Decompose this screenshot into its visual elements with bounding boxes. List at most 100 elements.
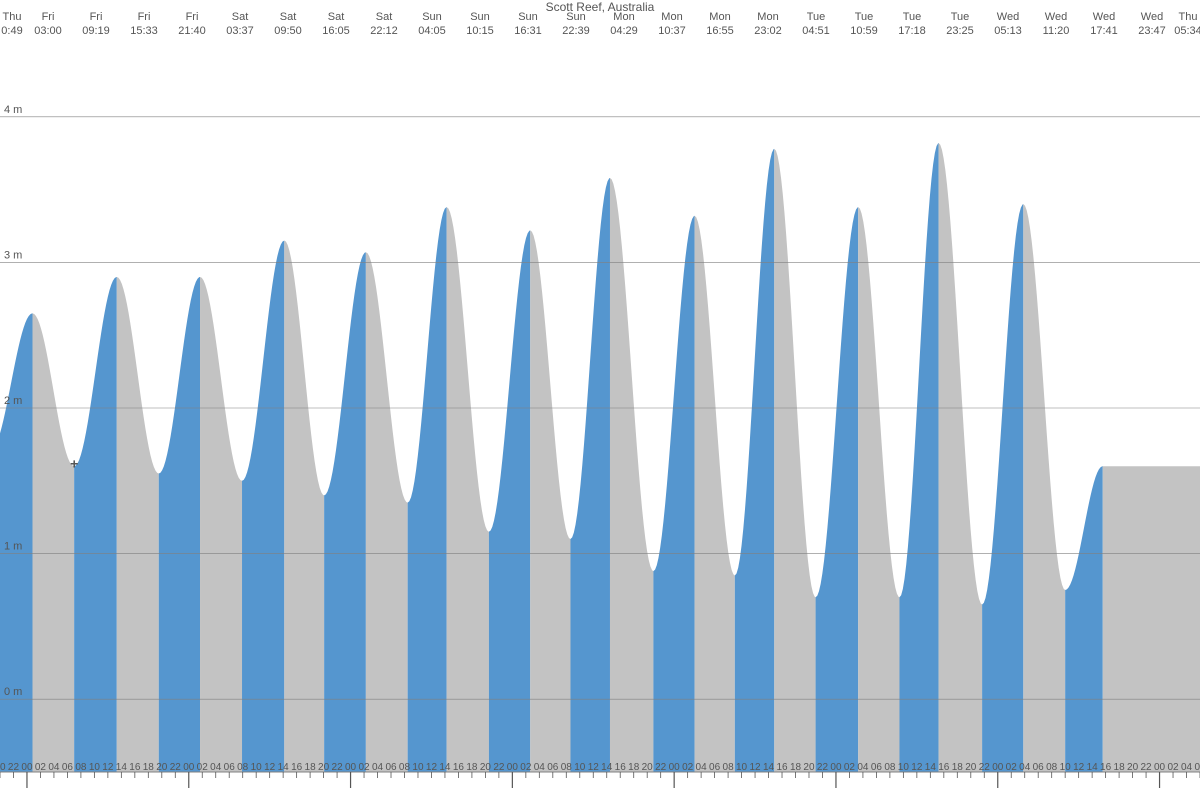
- x-hour-label: 08: [1046, 762, 1058, 773]
- top-label-time: 10:59: [850, 25, 878, 37]
- x-hour-label: 04: [534, 762, 546, 773]
- x-hour-label: 06: [871, 762, 883, 773]
- y-axis-label: 3 m: [4, 249, 22, 261]
- tide-falling-segment: [200, 277, 242, 772]
- x-hour-label: 04: [1181, 762, 1193, 773]
- tide-rising-segment: [408, 207, 447, 772]
- x-hour-label: 16: [129, 762, 141, 773]
- top-label-time: 09:19: [82, 25, 110, 37]
- top-label-time: 03:37: [226, 25, 254, 37]
- x-hour-label: 14: [1087, 762, 1099, 773]
- top-label-time: 09:50: [274, 25, 302, 37]
- x-hour-label: 04: [857, 762, 869, 773]
- top-label-time: 17:41: [1090, 25, 1118, 37]
- top-label-time: 05:13: [994, 25, 1022, 37]
- x-hour-label: 04: [210, 762, 222, 773]
- x-hour-label: 06: [1194, 762, 1200, 773]
- chart-svg: 0 m1 m2 m3 m4 m2022000204060810121416182…: [0, 0, 1200, 800]
- top-label-time: 04:51: [802, 25, 830, 37]
- x-hour-label: 00: [183, 762, 195, 773]
- x-hour-label: 16: [453, 762, 465, 773]
- tide-falling-segment: [117, 277, 159, 772]
- x-hour-label: 18: [305, 762, 317, 773]
- tide-rising-segment: [899, 143, 938, 772]
- x-hour-label: 02: [1006, 762, 1018, 773]
- x-hour-label: 14: [116, 762, 128, 773]
- tide-falling-segment: [939, 143, 983, 772]
- x-hour-label: 02: [358, 762, 370, 773]
- top-label-time: 0:49: [1, 25, 22, 37]
- x-hour-label: 00: [21, 762, 33, 773]
- chart-title: Scott Reef, Australia: [0, 0, 1200, 14]
- top-label-time: 11:20: [1043, 25, 1070, 37]
- top-label-time: 16:05: [322, 25, 350, 37]
- x-hour-label: 12: [102, 762, 114, 773]
- tide-falling-segment: [447, 207, 489, 772]
- x-hour-label: 12: [911, 762, 923, 773]
- x-hour-label: 22: [1141, 762, 1153, 773]
- x-hour-label: 04: [48, 762, 60, 773]
- tide-rising-segment: [1065, 466, 1103, 772]
- x-hour-label: 22: [8, 762, 20, 773]
- x-hour-label: 18: [790, 762, 802, 773]
- top-label-time: 23:47: [1138, 25, 1166, 37]
- y-axis-label: 1 m: [4, 541, 22, 553]
- x-hour-label: 14: [601, 762, 613, 773]
- top-label-time: 04:29: [610, 25, 638, 37]
- x-hour-label: 10: [898, 762, 910, 773]
- x-hour-label: 18: [143, 762, 155, 773]
- x-hour-label: 10: [251, 762, 263, 773]
- x-hour-label: 00: [1154, 762, 1166, 773]
- x-hour-label: 12: [264, 762, 276, 773]
- x-hour-label: 12: [749, 762, 761, 773]
- x-hour-label: 14: [278, 762, 290, 773]
- tide-falling-segment: [858, 207, 899, 772]
- x-hour-label: 22: [493, 762, 505, 773]
- x-hour-label: 22: [817, 762, 829, 773]
- top-label-time: 03:00: [34, 25, 62, 37]
- tide-rising-segment: [242, 241, 284, 772]
- tide-rising-segment: [570, 178, 610, 772]
- x-hour-label: 10: [736, 762, 748, 773]
- x-hour-label: 08: [561, 762, 573, 773]
- x-hour-label: 22: [979, 762, 991, 773]
- x-hour-label: 10: [89, 762, 101, 773]
- x-hour-label: 00: [507, 762, 519, 773]
- tide-chart: Scott Reef, Australia 0 m1 m2 m3 m4 m202…: [0, 0, 1200, 800]
- x-hour-label: 18: [466, 762, 478, 773]
- x-hour-label: 20: [803, 762, 815, 773]
- x-hour-label: 02: [844, 762, 856, 773]
- x-hour-label: 06: [709, 762, 721, 773]
- x-hour-label: 14: [763, 762, 775, 773]
- top-label-time: 21:40: [178, 25, 206, 37]
- x-hour-label: 12: [588, 762, 600, 773]
- x-hour-label: 16: [615, 762, 627, 773]
- tide-falling-segment: [366, 252, 408, 772]
- x-hour-label: 20: [1127, 762, 1139, 773]
- current-time-marker: +: [70, 455, 78, 471]
- top-label-time: 05:34: [1174, 25, 1200, 37]
- top-label-time: 15:33: [130, 25, 158, 37]
- x-hour-label: 20: [318, 762, 330, 773]
- x-hour-label: 00: [992, 762, 1004, 773]
- tide-falling-segment: [774, 149, 815, 772]
- x-hour-label: 18: [952, 762, 964, 773]
- tide-rising-segment: [324, 252, 366, 772]
- tide-falling-segment: [1023, 204, 1065, 772]
- x-hour-label: 22: [332, 762, 344, 773]
- x-hour-label: 06: [547, 762, 559, 773]
- y-axis-label: 0 m: [4, 686, 22, 698]
- x-hour-label: 08: [723, 762, 735, 773]
- x-hour-label: 10: [574, 762, 586, 773]
- x-hour-label: 10: [412, 762, 424, 773]
- x-hour-label: 04: [696, 762, 708, 773]
- x-hour-label: 02: [520, 762, 532, 773]
- top-label-time: 10:15: [466, 25, 494, 37]
- x-hour-label: 22: [655, 762, 667, 773]
- x-hour-label: 14: [925, 762, 937, 773]
- top-label-time: 04:05: [418, 25, 446, 37]
- x-hour-label: 12: [426, 762, 438, 773]
- tide-falling-segment: [695, 216, 735, 772]
- tide-falling-segment: [530, 230, 570, 772]
- tide-rising-segment: [982, 204, 1023, 772]
